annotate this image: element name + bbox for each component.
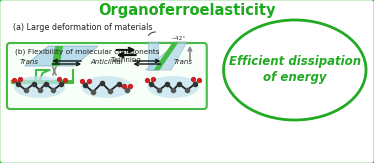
Text: of energy: of energy bbox=[263, 72, 327, 84]
Text: Trans: Trans bbox=[20, 59, 39, 65]
Polygon shape bbox=[154, 42, 179, 70]
Ellipse shape bbox=[147, 76, 199, 98]
FancyBboxPatch shape bbox=[7, 43, 207, 109]
Text: (a) Large deformation of materials: (a) Large deformation of materials bbox=[13, 23, 152, 32]
Polygon shape bbox=[146, 42, 187, 70]
Text: Trans: Trans bbox=[174, 59, 192, 65]
Text: Twinning: Twinning bbox=[110, 57, 141, 63]
Polygon shape bbox=[52, 46, 63, 66]
Ellipse shape bbox=[14, 76, 65, 98]
Polygon shape bbox=[25, 46, 98, 66]
Polygon shape bbox=[149, 42, 158, 70]
Text: Anticlinal: Anticlinal bbox=[90, 59, 123, 65]
Ellipse shape bbox=[81, 76, 133, 98]
Text: Efficient dissipation: Efficient dissipation bbox=[229, 55, 361, 68]
Text: ~42°: ~42° bbox=[170, 37, 186, 42]
Text: Organoferroelasticity: Organoferroelasticity bbox=[98, 3, 276, 18]
Text: (b) Flexibility of molecular components: (b) Flexibility of molecular components bbox=[15, 49, 160, 55]
Ellipse shape bbox=[223, 20, 366, 120]
